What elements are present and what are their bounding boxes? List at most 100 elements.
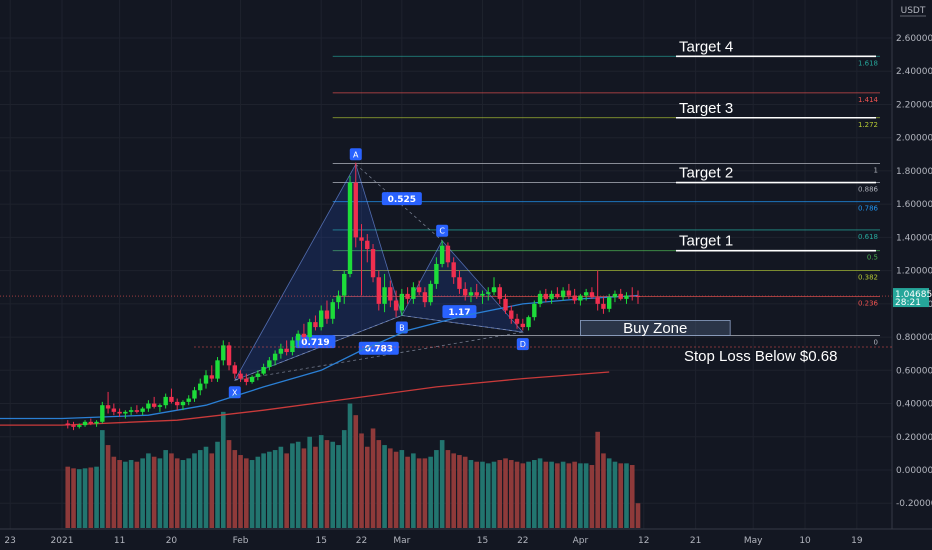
candle-body[interactable] — [543, 293, 549, 299]
candle-body[interactable] — [65, 423, 70, 426]
candle-body[interactable] — [272, 353, 278, 361]
candle-body[interactable] — [140, 408, 145, 412]
candle-body[interactable] — [77, 425, 82, 427]
candle-body[interactable] — [514, 318, 520, 324]
candle-body[interactable] — [330, 302, 335, 319]
candle-body[interactable] — [284, 348, 289, 353]
candle-body[interactable] — [163, 396, 168, 406]
candle-body[interactable] — [382, 287, 387, 304]
candle-body[interactable] — [486, 292, 491, 294]
candle-body[interactable] — [278, 348, 284, 354]
candle-body[interactable] — [71, 425, 76, 427]
candle-body[interactable] — [180, 401, 186, 406]
candle-body[interactable] — [226, 345, 232, 366]
candle-body[interactable] — [232, 365, 237, 374]
candle-body[interactable] — [572, 295, 577, 301]
candle-body[interactable] — [468, 292, 474, 296]
candle-body[interactable] — [439, 245, 445, 264]
candle-body[interactable] — [215, 360, 220, 379]
candle-body[interactable] — [560, 290, 566, 298]
candle-body[interactable] — [463, 288, 468, 296]
candle-body[interactable] — [537, 293, 543, 304]
time-axis[interactable]: 23 2021 11 20 Feb 15 22 Mar 15 22 Apr 12 21 May 10 19 — [0, 528, 932, 546]
candle-body[interactable] — [146, 403, 151, 409]
candle-body[interactable] — [295, 333, 301, 341]
candle-body[interactable] — [578, 295, 583, 301]
candle-body[interactable] — [388, 287, 393, 301]
candle-body[interactable] — [347, 182, 353, 274]
candle-body[interactable] — [267, 360, 272, 367]
candle-body[interactable] — [549, 293, 554, 299]
candle-body[interactable] — [416, 287, 422, 293]
candle-body[interactable] — [503, 298, 508, 311]
candle-body[interactable] — [169, 396, 174, 402]
candle-body[interactable] — [111, 408, 117, 412]
candle-body[interactable] — [555, 293, 560, 298]
candle-body[interactable] — [359, 237, 364, 241]
candle-body[interactable] — [175, 401, 180, 406]
candle-body[interactable] — [238, 373, 243, 379]
candle-body[interactable] — [313, 322, 318, 328]
candle-body[interactable] — [618, 293, 623, 299]
current-price-badge[interactable] — [893, 288, 929, 308]
candle-body[interactable] — [601, 303, 606, 309]
candle-body[interactable] — [324, 310, 330, 319]
candle-body[interactable] — [589, 292, 595, 298]
candle-body[interactable] — [635, 296, 641, 298]
candle-body[interactable] — [82, 421, 88, 426]
candle-body[interactable] — [117, 411, 122, 414]
candle-body[interactable] — [319, 310, 324, 328]
candle-body[interactable] — [509, 310, 514, 319]
candle-body[interactable] — [203, 375, 209, 384]
candle-body[interactable] — [186, 398, 191, 402]
candle-body[interactable] — [244, 378, 249, 382]
candle-body[interactable] — [134, 410, 140, 412]
candle-body[interactable] — [532, 303, 537, 318]
candle-body[interactable] — [221, 345, 226, 361]
candle-body[interactable] — [434, 263, 439, 284]
candle-body[interactable] — [630, 295, 635, 297]
price-axis[interactable]: 2.60000 2.40000 2.20000 2.00000 1.80000 1.600… — [891, 0, 932, 529]
candle-body[interactable] — [451, 262, 456, 278]
candle-body[interactable] — [376, 277, 381, 304]
candle-body[interactable] — [520, 323, 525, 328]
candle-body[interactable] — [353, 182, 358, 238]
candle-body[interactable] — [566, 290, 572, 296]
candle-body[interactable] — [105, 405, 111, 409]
candle-body[interactable] — [497, 287, 502, 299]
candle-body[interactable] — [301, 333, 307, 338]
candle-body[interactable] — [411, 287, 416, 299]
candle-body[interactable] — [612, 293, 618, 298]
candle-body[interactable] — [405, 293, 410, 299]
candle-body[interactable] — [428, 283, 433, 303]
candle-body[interactable] — [128, 410, 134, 412]
candle-body[interactable] — [422, 292, 428, 303]
candlesticks[interactable] — [65, 162, 641, 431]
candle-body[interactable] — [607, 297, 612, 309]
candle-body[interactable] — [198, 383, 203, 391]
candle-body[interactable] — [393, 300, 399, 311]
candle-body[interactable] — [151, 403, 157, 407]
candle-body[interactable] — [307, 322, 312, 338]
candle-body[interactable] — [157, 405, 163, 407]
candle-body[interactable] — [491, 287, 497, 293]
candle-body[interactable] — [290, 340, 295, 353]
candle-body[interactable] — [88, 421, 93, 424]
candle-body[interactable] — [624, 295, 629, 299]
candle-body[interactable] — [255, 373, 261, 377]
candle-body[interactable] — [526, 317, 531, 328]
candle-body[interactable] — [342, 273, 347, 296]
candle-body[interactable] — [192, 390, 197, 399]
candle-body[interactable] — [445, 245, 451, 263]
candle-body[interactable] — [457, 277, 462, 289]
candle-body[interactable] — [365, 240, 370, 250]
candle-body[interactable] — [261, 366, 266, 374]
candle-body[interactable] — [583, 292, 589, 296]
candle-body[interactable] — [595, 297, 600, 304]
candle-body[interactable] — [123, 411, 128, 414]
candle-body[interactable] — [249, 376, 255, 382]
candle-body[interactable] — [474, 292, 479, 296]
candle-body[interactable] — [94, 421, 99, 424]
candle-body[interactable] — [370, 249, 376, 278]
